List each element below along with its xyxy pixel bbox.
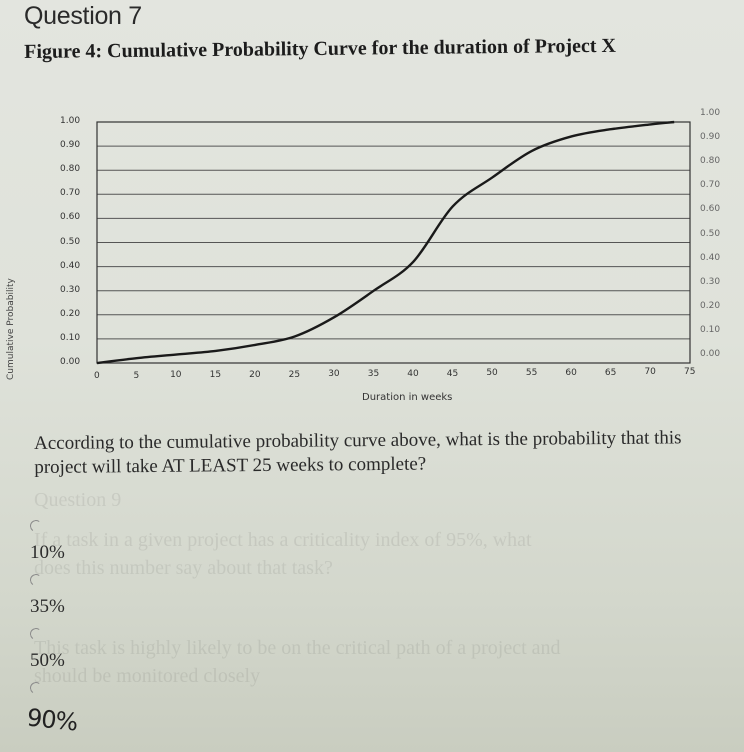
cumulative-probability-chart: Cumulative Probability 0.00 0.10 0.20 0.30 0… xyxy=(0,100,744,420)
y-tick-right: 0.30 xyxy=(700,276,721,287)
y-tick-left: 0.50 xyxy=(60,236,81,247)
y-tick-right: 0.40 xyxy=(700,252,721,263)
y-tick-left: 0.80 xyxy=(60,164,81,175)
radio-button[interactable] xyxy=(29,627,43,641)
y-tick-right: 0.90 xyxy=(700,132,721,143)
radio-button[interactable] xyxy=(29,681,43,695)
x-tick: 70 xyxy=(644,367,656,378)
y-tick-left: 0.40 xyxy=(60,260,81,271)
y-tick-right: 0.00 xyxy=(700,349,721,359)
figure-title: Figure 4: Cumulative Probability Curve f… xyxy=(24,34,617,63)
handwritten-answer: 90% xyxy=(25,703,79,737)
x-tick: 30 xyxy=(328,369,340,380)
x-tick: 10 xyxy=(170,370,182,381)
x-tick: 20 xyxy=(249,369,261,380)
y-tick-left: 0.70 xyxy=(60,188,81,199)
question-number: Question 7 xyxy=(24,2,142,30)
x-tick: 25 xyxy=(288,369,301,380)
option-label: 10% xyxy=(30,542,65,563)
x-tick: 45 xyxy=(446,368,459,379)
bleed-through-line-3: This task is highly likely to be on the … xyxy=(34,637,561,659)
radio-button[interactable] xyxy=(29,519,43,533)
x-tick: 0 xyxy=(94,371,100,381)
y-tick-left: 0.60 xyxy=(60,212,81,223)
x-tick: 5 xyxy=(133,370,140,381)
cumulative-curve xyxy=(96,120,675,365)
y-tick-right: 0.70 xyxy=(700,180,721,191)
y-tick-right: 0.10 xyxy=(700,324,721,335)
option-label: 50% xyxy=(30,650,65,671)
y-tick-right: 1.00 xyxy=(700,108,721,118)
chart-plot-area xyxy=(96,120,691,365)
bleed-through-line-2: does this number say about that task? xyxy=(34,557,333,579)
y-tick-left: 0.90 xyxy=(60,140,81,151)
bleed-through-line-4: should be monitored closely xyxy=(34,665,261,687)
y-tick-right: 0.80 xyxy=(700,156,721,167)
x-tick: 65 xyxy=(604,367,617,378)
bleed-through-heading: Question 9 xyxy=(34,489,122,511)
x-tick: 50 xyxy=(486,368,498,379)
y-tick-left: 1.00 xyxy=(60,116,81,126)
y-tick-right: 0.20 xyxy=(700,300,721,311)
y-tick-left: 0.20 xyxy=(60,308,81,319)
x-tick: 55 xyxy=(525,368,538,379)
radio-button[interactable] xyxy=(29,573,43,587)
y-tick-left: 0.30 xyxy=(60,284,81,295)
x-tick: 15 xyxy=(209,370,222,381)
x-tick: 40 xyxy=(407,368,419,379)
y-tick-right: 0.50 xyxy=(700,228,721,239)
option-label: 35% xyxy=(30,596,65,617)
plot-border xyxy=(96,121,691,364)
y-tick-left: 0.10 xyxy=(60,332,81,343)
y-axis-label: Cumulative Probability xyxy=(6,278,16,380)
x-axis-label: Duration in weeks xyxy=(362,392,453,403)
y-tick-right: 0.60 xyxy=(700,204,721,215)
x-tick: 60 xyxy=(565,367,577,378)
question-prompt: According to the cumulative probability … xyxy=(34,427,682,478)
bleed-through-line-1: If a task in a given project has a criti… xyxy=(34,529,532,551)
x-tick: 75 xyxy=(684,367,696,377)
x-tick: 35 xyxy=(367,369,380,380)
y-tick-left: 0.00 xyxy=(60,357,81,367)
